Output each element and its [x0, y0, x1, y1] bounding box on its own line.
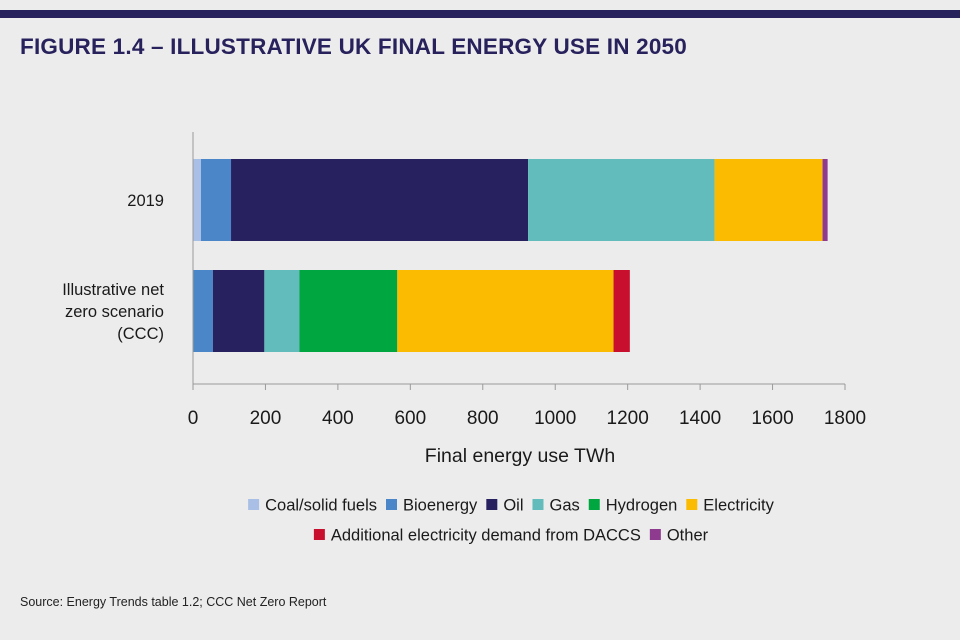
x-tick-label: 800: [467, 408, 499, 429]
legend-swatch: [486, 499, 498, 510]
legend-label: Hydrogen: [606, 497, 678, 515]
legend-swatch: [248, 499, 260, 510]
legend-swatch: [588, 499, 600, 510]
figure-title: FIGURE 1.4 – ILLUSTRATIVE UK FINAL ENERG…: [20, 34, 687, 59]
legend-swatch: [686, 499, 698, 510]
legend-swatch: [649, 529, 661, 540]
x-tick-label: 1400: [679, 408, 721, 429]
x-tick-label: 1800: [824, 408, 866, 429]
category-label: Illustrative net: [62, 281, 164, 299]
bar-segment-electricity-0: [714, 159, 823, 241]
x-tick-label: 200: [250, 408, 282, 429]
legend-swatch: [313, 529, 325, 540]
legend-label: Gas: [549, 497, 579, 515]
top-rule: [0, 10, 960, 18]
x-tick-label: 0: [188, 408, 199, 429]
bar-segment-bioenergy-1: [193, 270, 213, 352]
legend-label: Oil: [503, 497, 523, 515]
x-tick-label: 1200: [607, 408, 649, 429]
category-label: (CCC): [117, 325, 164, 343]
bar-segment-oil-0: [231, 159, 529, 241]
legend-swatch: [386, 499, 397, 510]
category-label: zero scenario: [65, 303, 164, 321]
x-tick-label: 600: [394, 408, 426, 429]
bar-segment-bioenergy-0: [200, 159, 232, 241]
legend-label: Other: [667, 527, 709, 545]
legend-swatch: [532, 499, 544, 510]
legend-label: Electricity: [703, 497, 774, 515]
bar-segment-electricity-1: [397, 270, 614, 352]
source-note: Source: Energy Trends table 1.2; CCC Net…: [20, 595, 327, 609]
category-label: 2019: [127, 192, 164, 210]
bar-segment-gas-0: [528, 159, 715, 241]
bar-segment-other-0: [822, 159, 828, 241]
legend-label: Bioenergy: [403, 497, 478, 515]
x-tick-label: 1600: [751, 408, 793, 429]
bar-segment-coal-solid-fuels-0: [193, 159, 201, 241]
bar-segment-oil-1: [212, 270, 265, 352]
bar-segment-gas-1: [264, 270, 300, 352]
bars-layer: [193, 159, 828, 352]
x-axis-title: Final energy use TWh: [425, 445, 615, 467]
x-tick-label: 1000: [534, 408, 576, 429]
axes-layer: 0 200 400 600 800 1000 1200 1400 1600 1800: [188, 132, 866, 429]
bar-segment-hydrogen-1: [299, 270, 398, 352]
bar-segment-additional-electricity-demand-from-daccs-1: [613, 270, 630, 352]
x-tick-label: 400: [322, 408, 354, 429]
legend-label: Additional electricity demand from DACCS: [331, 527, 641, 545]
legend-label: Coal/solid fuels: [265, 497, 377, 515]
labels-layer: 2019 Illustrative net zero scenario (CCC) Fi…: [62, 192, 615, 467]
legend: Coal/solid fuels Bioenergy Oil Gas Hydrogen E…: [248, 497, 775, 545]
